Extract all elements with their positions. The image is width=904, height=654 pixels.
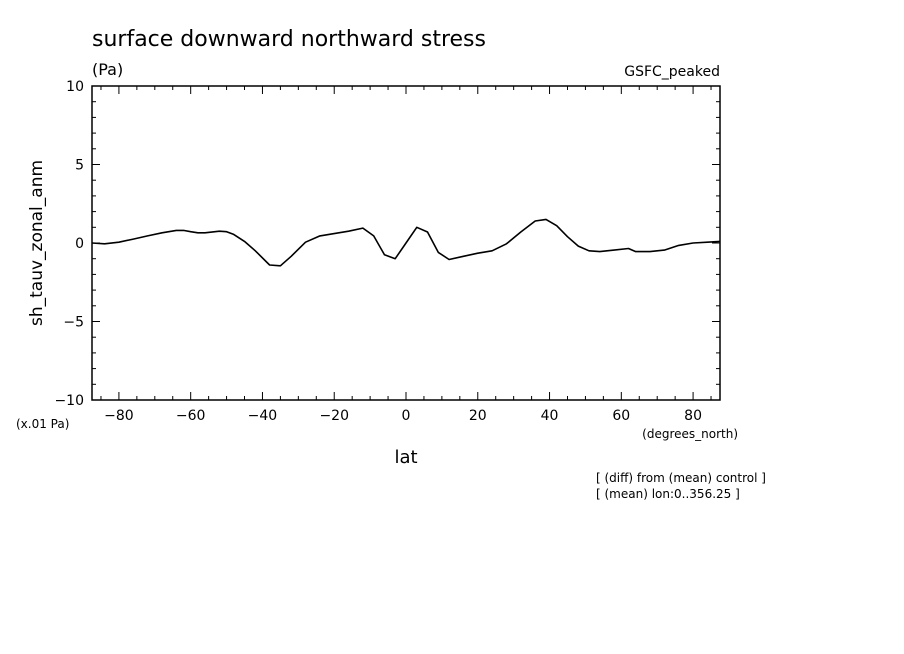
chart-title: surface downward northward stress [92, 27, 486, 52]
x-tick-label: 0 [402, 408, 411, 424]
x-tick-labels: −80 −60 −40 −20 0 20 40 60 80 [104, 408, 702, 424]
y-axis-label: sh_tauv_zonal_anm [27, 160, 47, 326]
y-tick-label: 10 [66, 79, 84, 95]
x-tick-label: −20 [319, 408, 349, 424]
series-line [91, 218, 721, 267]
legend-text: GSFC_peaked [624, 64, 720, 80]
y-tick-label: −10 [54, 393, 84, 409]
note-line-2: [ (mean) lon:0..356.25 ] [596, 487, 740, 501]
note-line-1: [ (diff) from (mean) control ] [596, 471, 766, 485]
y-tick-label: 5 [75, 158, 84, 174]
series-group [91, 218, 721, 267]
x-axis-label: lat [394, 447, 417, 468]
x-tick-label: −40 [248, 408, 278, 424]
plot-frame [91, 85, 721, 401]
y-tick-label: −5 [63, 315, 84, 331]
x-tick-label: 40 [541, 408, 559, 424]
x-tick-label: 80 [684, 408, 702, 424]
x-tick-label: −80 [104, 408, 134, 424]
y-scale-note: (x.01 Pa) [16, 417, 69, 431]
y-tick-labels: 10 5 0 −5 −10 [54, 79, 84, 409]
x-tick-label: 20 [469, 408, 487, 424]
y-tick-label: 0 [75, 236, 84, 252]
x-tick-label: −60 [176, 408, 206, 424]
x-unit-label: (degrees_north) [642, 427, 738, 441]
chart-subtitle: (Pa) [92, 60, 123, 79]
x-tick-label: 60 [612, 408, 630, 424]
